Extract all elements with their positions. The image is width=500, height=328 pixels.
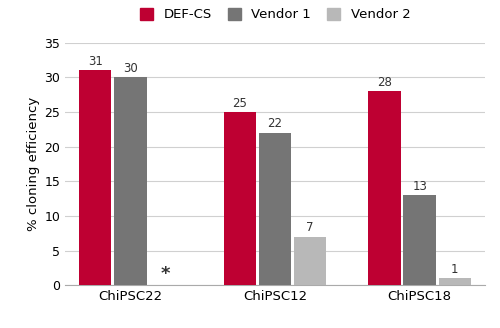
Bar bbox=[114, 77, 146, 285]
Text: 28: 28 bbox=[377, 76, 392, 89]
Bar bbox=[404, 195, 436, 285]
Text: 1: 1 bbox=[451, 263, 458, 276]
Y-axis label: % cloning efficiency: % cloning efficiency bbox=[27, 97, 40, 231]
Bar bbox=[368, 91, 400, 285]
Text: 31: 31 bbox=[88, 55, 102, 68]
Text: 30: 30 bbox=[123, 62, 138, 75]
Bar bbox=[438, 278, 471, 285]
Bar bbox=[259, 133, 291, 285]
Text: *: * bbox=[161, 265, 170, 283]
Bar bbox=[79, 71, 112, 285]
Bar bbox=[224, 112, 256, 285]
Bar bbox=[294, 237, 326, 285]
Text: 25: 25 bbox=[232, 96, 247, 110]
Text: 13: 13 bbox=[412, 180, 427, 193]
Text: 22: 22 bbox=[268, 117, 282, 130]
Text: 7: 7 bbox=[306, 221, 314, 235]
Legend: DEF-CS, Vendor 1, Vendor 2: DEF-CS, Vendor 1, Vendor 2 bbox=[140, 8, 410, 21]
